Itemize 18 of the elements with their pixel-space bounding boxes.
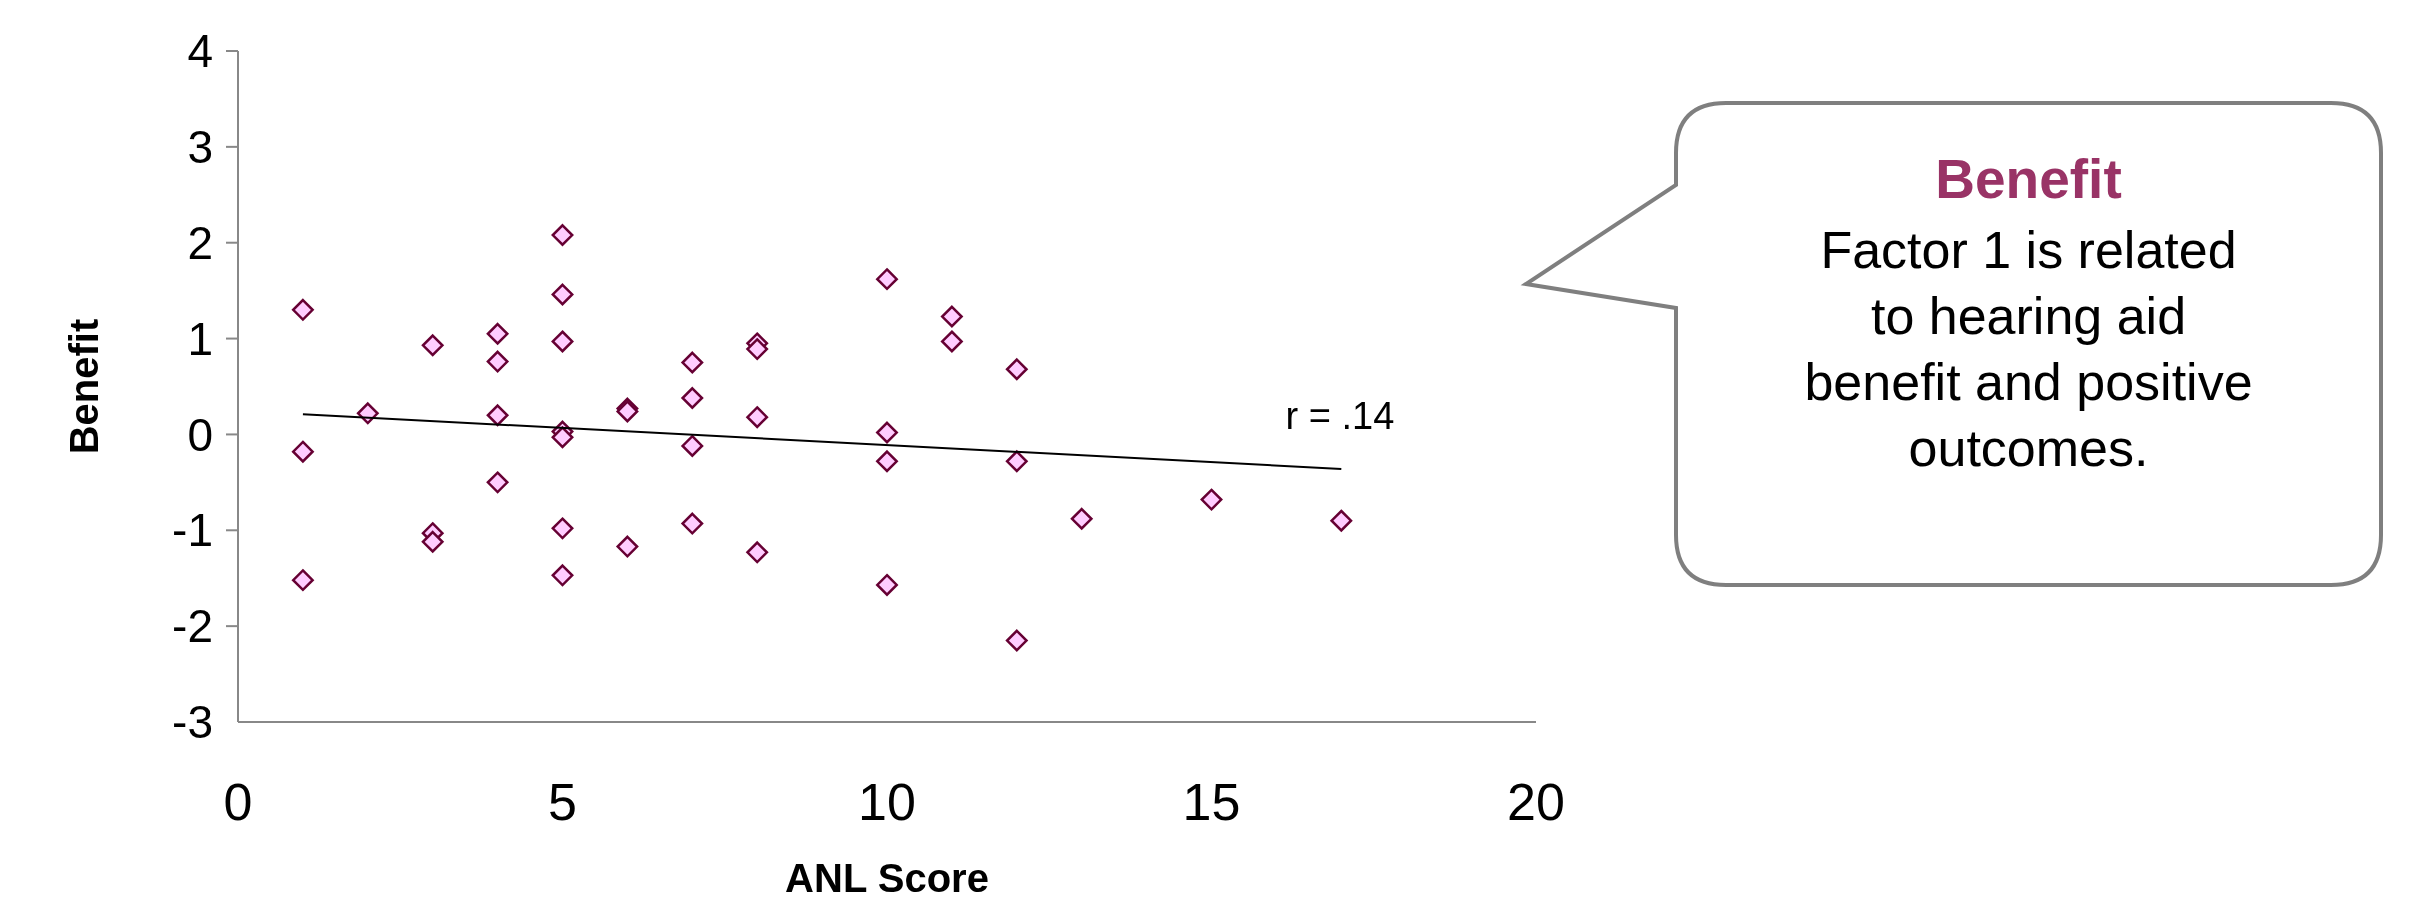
y-tick-label: 1 [187,312,213,365]
x-tick-label: 15 [1182,773,1241,831]
x-tick-label: 0 [223,773,253,831]
y-tick-label: 0 [187,408,213,461]
text: Benefit [1935,148,2122,210]
x-tick-label: 20 [1507,773,1565,831]
y-tick-label: -3 [172,696,213,749]
text: Factor 1 is related to hearing aid benefit and positive outcomes. [1804,221,2253,477]
y-tick-label: 4 [187,25,213,78]
annotation: r = .14 [1285,395,1395,438]
y-tick-label: 2 [187,216,213,269]
x-axis-title: ANL Score [785,856,989,900]
y-tick-label: -2 [172,600,213,653]
x-tick-label: 5 [548,773,577,831]
x-tick-label: 10 [858,773,916,831]
y-tick-label: 3 [187,120,213,173]
y-tick-label: -1 [172,504,213,557]
y-axis-title: Benefit [62,318,106,455]
